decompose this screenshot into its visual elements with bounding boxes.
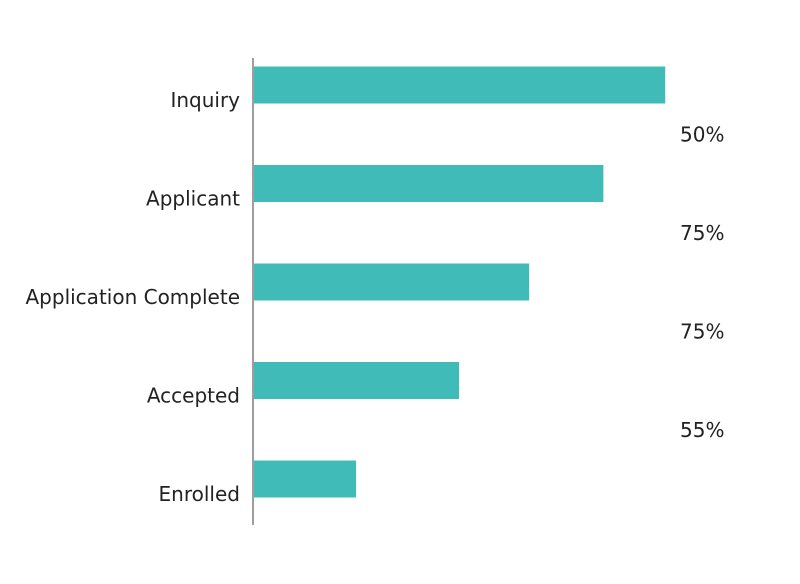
conversion-rate-label: 55% — [680, 418, 724, 442]
category-label-application-complete: Application Complete — [26, 285, 241, 309]
category-labels: Inquiry Applicant Application Complete Acce… — [26, 88, 241, 506]
bar-accepted — [253, 362, 460, 399]
conversion-rate-label: 50% — [680, 122, 724, 146]
category-label-accepted: Accepted — [147, 384, 240, 408]
category-label-inquiry: Inquiry — [170, 88, 240, 112]
conversion-rate-labels: 50% 75% 75% 55% — [680, 122, 724, 442]
bar-applicant — [253, 165, 604, 202]
category-label-applicant: Applicant — [146, 187, 240, 211]
bar-inquiry — [253, 66, 666, 104]
category-label-enrolled: Enrolled — [159, 482, 240, 506]
conversion-rate-label: 75% — [680, 221, 724, 245]
bar-application-complete — [253, 263, 530, 301]
bar-enrolled — [253, 460, 357, 498]
bars — [253, 66, 666, 498]
conversion-rate-label: 75% — [680, 319, 724, 343]
